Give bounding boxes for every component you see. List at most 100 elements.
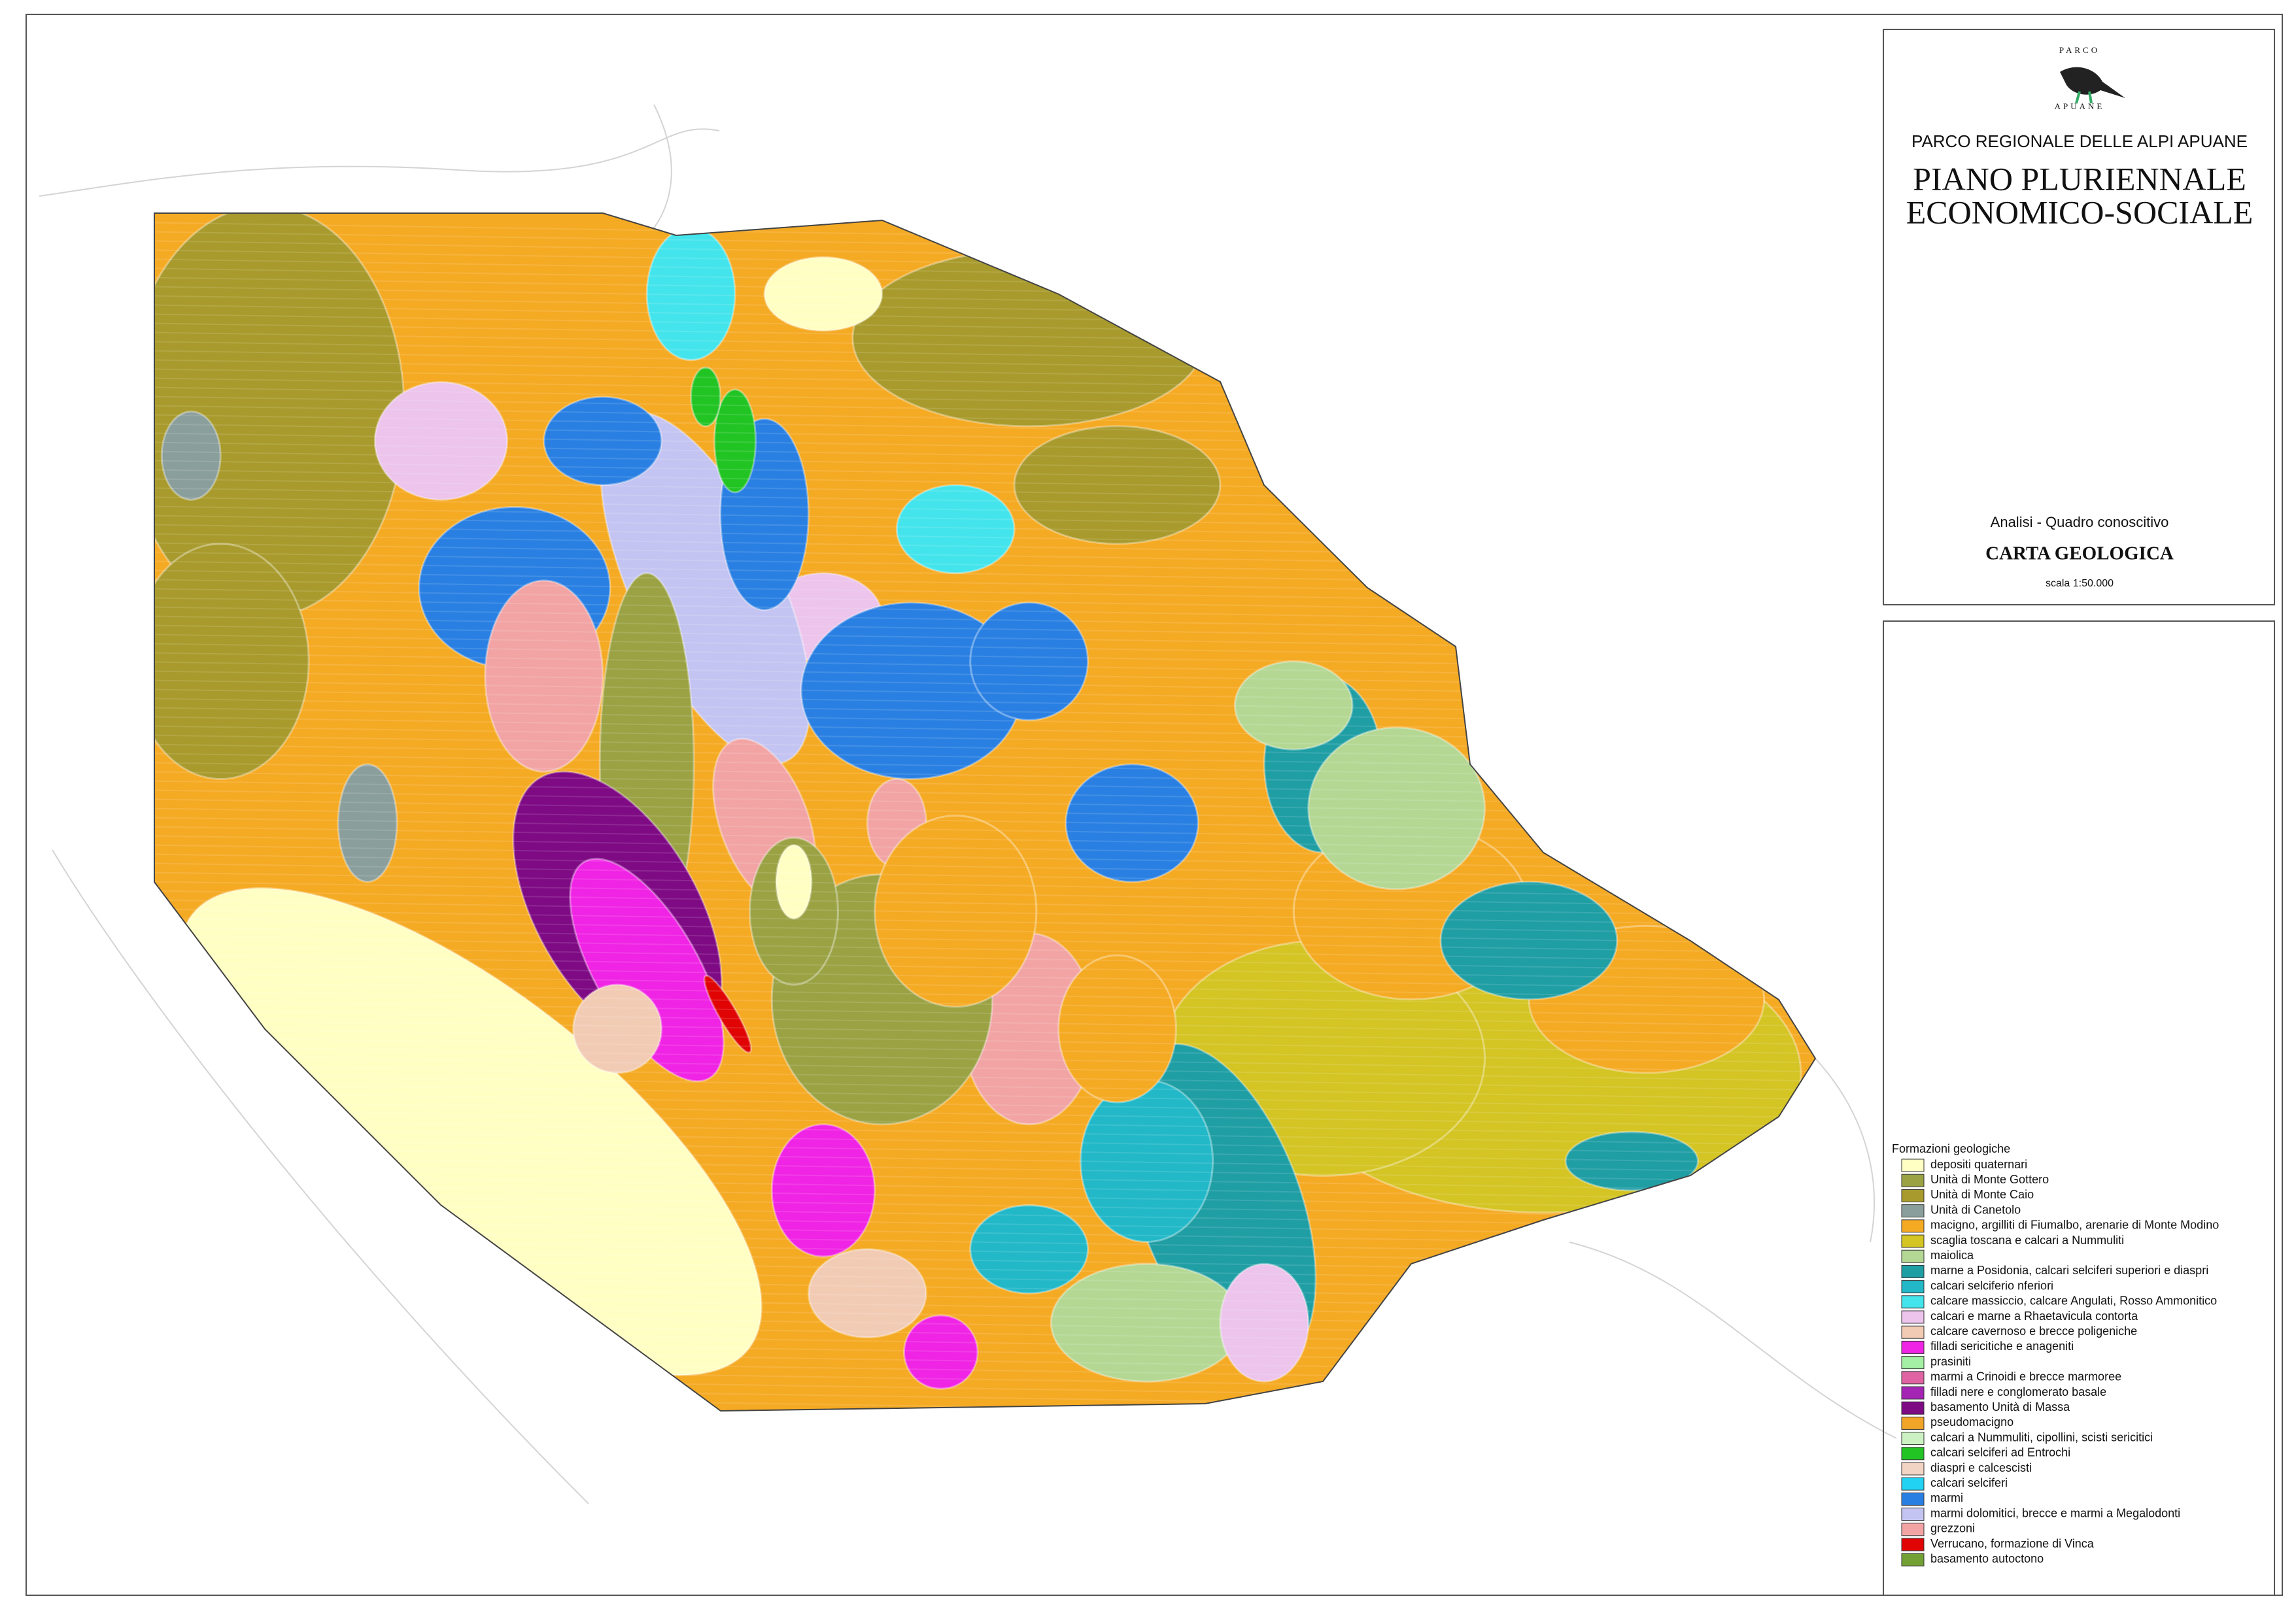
legend-label: depositi quaternari — [1930, 1158, 2027, 1171]
legend-label: Unità di Monte Caio — [1930, 1188, 2034, 1201]
contour-texture — [154, 1018, 1815, 1045]
map-title: CARTA GEOLOGICA — [1985, 543, 2174, 564]
formation-area — [543, 396, 663, 486]
legend-label: marne a Posidonia, calcari selciferi sup… — [1930, 1264, 2208, 1277]
legend-label: grezzoni — [1930, 1522, 1975, 1535]
legend-swatch — [1901, 1249, 1925, 1263]
formation-area — [969, 1204, 1089, 1294]
legend-swatch — [1901, 1204, 1925, 1218]
title: PIANO PLURIENNALE — [1913, 160, 2246, 197]
contour-texture — [154, 853, 1815, 881]
formation-area — [484, 579, 604, 773]
formation-area — [874, 815, 1038, 1008]
legend-swatch — [1901, 1356, 1925, 1370]
logo-text: APUANE — [2055, 101, 2105, 111]
contour-texture — [154, 1064, 1815, 1091]
contour-texture — [154, 917, 1815, 945]
section: Analisi - Quadro conoscitivo — [1991, 514, 2169, 530]
title-box — [1883, 29, 2275, 605]
legend-label: calcari selciferi ad Entrochi — [1930, 1446, 2070, 1459]
legend-label: Unità di Canetolo — [1930, 1203, 2021, 1216]
formation-area — [1439, 881, 1619, 1001]
contour-texture — [154, 1091, 1815, 1119]
contour-texture — [154, 926, 1815, 954]
legend-swatch — [1901, 1508, 1925, 1521]
formation-area — [851, 248, 1207, 428]
legend-label: calcare cavernoso e brecce poligeniche — [1930, 1325, 2137, 1338]
formation-area — [895, 484, 1016, 575]
legend-swatch — [1901, 1538, 1925, 1551]
legend-swatch — [1901, 1553, 1925, 1566]
contour-texture — [154, 945, 1815, 972]
legend-label: calcari selciferi — [1930, 1476, 2008, 1489]
legend-label: filladi nere e conglomerato basale — [1930, 1385, 2106, 1398]
logo-bird — [2060, 67, 2125, 98]
formation-area — [770, 1123, 876, 1258]
formation-area — [572, 983, 663, 1074]
logo-legs — [2075, 91, 2093, 104]
formation-area — [969, 601, 1089, 722]
contour-texture — [154, 1036, 1815, 1064]
formation-area — [763, 256, 883, 332]
legend-label: basamento Unità di Massa — [1930, 1400, 2070, 1413]
legend-swatch — [1901, 1401, 1925, 1415]
legend-swatch — [1901, 1462, 1925, 1476]
contour-texture — [154, 1119, 1815, 1146]
formation-area — [373, 381, 509, 501]
legend-swatch — [1901, 1159, 1925, 1172]
formation-area — [160, 410, 222, 501]
contour-texture — [154, 1100, 1815, 1128]
legend-label: calcari selciferio nferiori — [1930, 1279, 2053, 1292]
legend-swatch — [1901, 1234, 1925, 1248]
contour-texture — [154, 862, 1815, 890]
formation-area — [1057, 954, 1177, 1104]
contour-texture — [154, 1000, 1815, 1027]
contour-texture — [154, 881, 1815, 908]
legend-swatch — [1901, 1174, 1925, 1187]
legend-label: marmi a Crinoidi e brecce marmoree — [1930, 1370, 2121, 1383]
contour-texture — [154, 1027, 1815, 1055]
legend-label: pseudomacigno — [1930, 1415, 2013, 1429]
legend-label: Verrucano, formazione di Vinca — [1930, 1537, 2095, 1550]
contour-texture — [154, 1073, 1815, 1100]
legend-label: marmi dolomitici, brecce e marmi a Megal… — [1930, 1506, 2180, 1519]
legend-label: basamento autoctono — [1930, 1552, 2044, 1565]
contour-texture — [154, 908, 1815, 936]
base-map-lines — [39, 104, 1897, 1504]
legend-swatch — [1901, 1310, 1925, 1324]
contour-texture — [154, 1009, 1815, 1036]
legend-swatch — [1901, 1219, 1925, 1233]
formation-area — [690, 366, 722, 428]
contour-texture — [154, 1082, 1815, 1109]
contour-texture — [154, 844, 1815, 871]
legend-label: filladi sericitiche e anageniti — [1930, 1340, 2074, 1353]
legend-swatch — [1901, 1523, 1925, 1536]
legend-swatch — [1901, 1492, 1925, 1506]
contour-texture — [154, 871, 1815, 899]
formation-area — [703, 974, 752, 1054]
contour-texture — [154, 1174, 1815, 1201]
contour-texture — [154, 1045, 1815, 1073]
contour-texture — [154, 1128, 1815, 1155]
formation-area — [1307, 726, 1486, 890]
organization: PARCO REGIONALE DELLE ALPI APUANE — [1911, 131, 2248, 151]
legend-label: calcari a Nummuliti, cipollini, scisti s… — [1930, 1430, 2153, 1444]
legend-swatch — [1901, 1371, 1925, 1385]
legend-box — [1883, 620, 2275, 1596]
legend-title: Formazioni geologiche — [1892, 1142, 2010, 1155]
legend-swatch — [1901, 1280, 1925, 1294]
legend-label: calcari e marne a Rhaetavicula contorta — [1930, 1310, 2138, 1323]
legend-swatch — [1901, 1386, 1925, 1400]
legend-swatch — [1901, 1325, 1925, 1339]
formation-area — [154, 543, 310, 780]
legend-swatch — [1901, 1189, 1925, 1202]
legend-label: marmi — [1930, 1491, 1963, 1504]
formation-area — [807, 1248, 927, 1339]
contour-texture — [154, 981, 1815, 1009]
contour-texture — [154, 890, 1815, 917]
legend-label: calcare massiccio, calcare Angulati, Ros… — [1930, 1294, 2217, 1308]
formation-area — [1065, 763, 1199, 883]
scale: scala 1:50.000 — [2046, 578, 2114, 589]
